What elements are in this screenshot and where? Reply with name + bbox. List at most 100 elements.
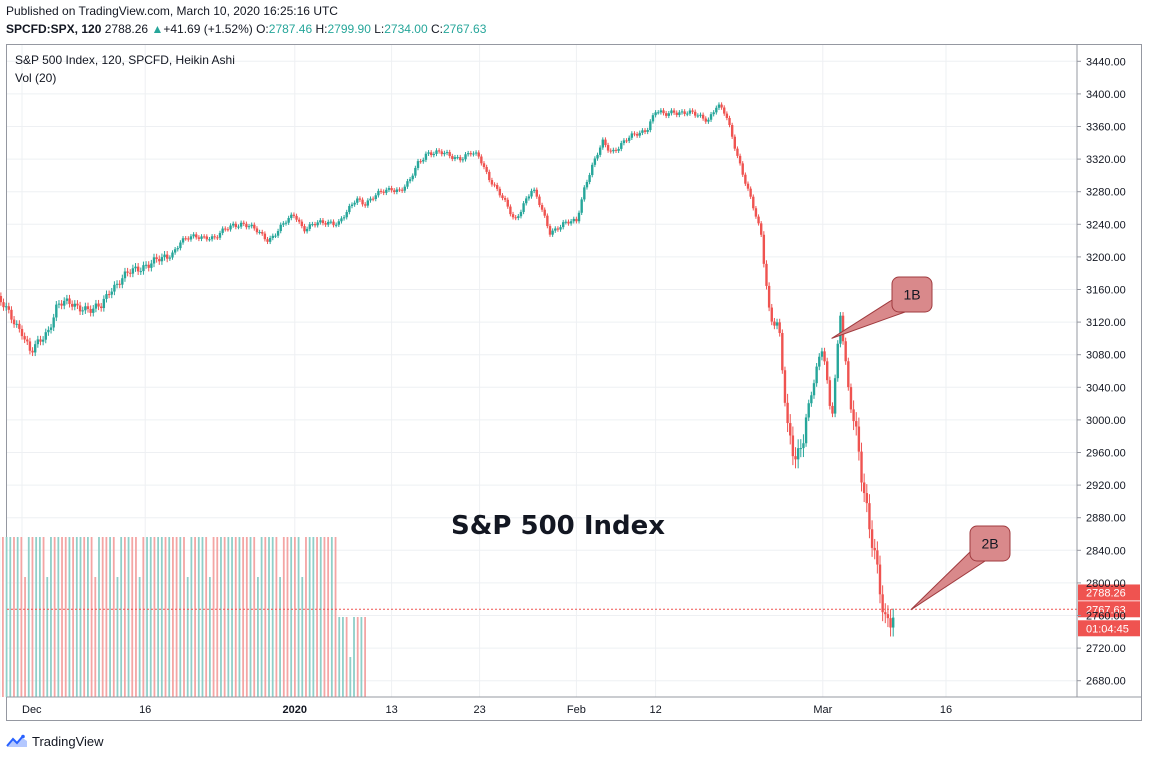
candle-body [831, 405, 834, 414]
candle-body [229, 225, 232, 230]
candle-body [503, 198, 507, 200]
candle-body [730, 125, 734, 137]
candle-body [736, 148, 739, 156]
candle-body [210, 236, 214, 240]
candle-body [10, 309, 13, 320]
symbol-label[interactable]: SPCFD:SPX, 120 [6, 22, 102, 36]
candle-body [374, 195, 377, 200]
volume-bar [212, 537, 215, 697]
candle-body [794, 456, 797, 460]
volume-bar [356, 617, 359, 697]
candle-body [123, 271, 127, 279]
candle-body [459, 157, 462, 161]
candle-body [804, 417, 808, 444]
volume-bar [279, 577, 281, 697]
candle-body [744, 174, 747, 184]
volume-bar [50, 537, 52, 697]
volume-bar [275, 537, 278, 697]
candle-body [659, 110, 663, 113]
candle-body [445, 152, 449, 154]
volume-bar [349, 657, 352, 697]
volume-bar [186, 577, 189, 697]
candle-body [63, 300, 66, 306]
volume-bar [53, 537, 56, 697]
candle-body [886, 614, 890, 619]
candle-body [342, 217, 346, 219]
candle-body [387, 188, 391, 190]
candle-body [416, 161, 420, 168]
callout-box [969, 525, 1011, 562]
candle-body [628, 137, 631, 141]
volume-bar [42, 537, 45, 697]
candle-body [770, 307, 773, 322]
candle-body [532, 189, 536, 191]
candle-body [451, 156, 454, 159]
candle-body [485, 167, 488, 172]
candle-body [720, 104, 723, 108]
candle-body [593, 158, 597, 165]
candle-body [121, 278, 124, 285]
volume-bar [201, 537, 204, 697]
footer-branding[interactable]: TradingView [6, 731, 104, 751]
candle-body [812, 383, 816, 396]
y-tick-label: 2840.00 [1086, 545, 1126, 557]
candle-body [588, 175, 591, 182]
candle-body [488, 171, 491, 181]
last-price: 2788.26 [104, 22, 149, 36]
candle-body [195, 234, 198, 238]
candle-body [760, 223, 763, 235]
candle-body [49, 327, 53, 330]
y-tick-label: 3120.00 [1086, 317, 1126, 329]
published-note: Published on TradingView.com, March 10, … [6, 4, 338, 18]
candle-body [707, 119, 710, 122]
volume-bar [131, 537, 134, 697]
y-tick-label: 3040.00 [1086, 382, 1126, 394]
candle-body [443, 152, 446, 155]
candle-body [849, 387, 853, 410]
volume-bar [27, 537, 30, 697]
volume-bar [260, 537, 263, 697]
volume-bar [338, 617, 341, 697]
candle-body [327, 221, 330, 225]
y-tick-label: 2680.00 [1086, 676, 1126, 688]
volume-bar [94, 577, 97, 697]
volume-bar [79, 537, 82, 697]
candle-body [738, 155, 742, 164]
candle-body [144, 264, 148, 266]
candle-body [400, 189, 404, 191]
candle-body [826, 361, 829, 381]
candle-body [704, 118, 707, 122]
volume-bar [238, 537, 241, 697]
volume-bar [334, 537, 337, 697]
x-tick-label: 16 [139, 704, 151, 716]
candle-body [540, 205, 544, 210]
candle-body [889, 618, 892, 628]
candle-body [562, 222, 565, 228]
y-tick-label: 3400.00 [1086, 89, 1126, 101]
volume-bar [5, 537, 8, 697]
volume-bar [242, 537, 245, 697]
candle-body [348, 205, 351, 213]
candle-body [44, 332, 47, 340]
price-tag-label: 2788.26 [1086, 587, 1126, 599]
candle-body [767, 285, 771, 308]
y-tick-label: 2880.00 [1086, 513, 1126, 525]
candle-body [701, 114, 705, 119]
candle-body [213, 236, 216, 238]
candle-body [163, 254, 166, 258]
candle-body [76, 303, 79, 306]
volume-bar [205, 537, 208, 697]
candle-body [261, 232, 264, 234]
candle-body [836, 343, 839, 379]
candle-body [176, 248, 179, 250]
volume-bar [305, 537, 307, 697]
candle-body [250, 224, 253, 227]
volume-bar [98, 537, 100, 697]
candle-body [311, 224, 314, 226]
candle-body [649, 121, 652, 131]
candle-body [474, 152, 478, 154]
candle-body [762, 234, 766, 264]
candle-body [97, 303, 100, 307]
candle-body [321, 220, 325, 224]
